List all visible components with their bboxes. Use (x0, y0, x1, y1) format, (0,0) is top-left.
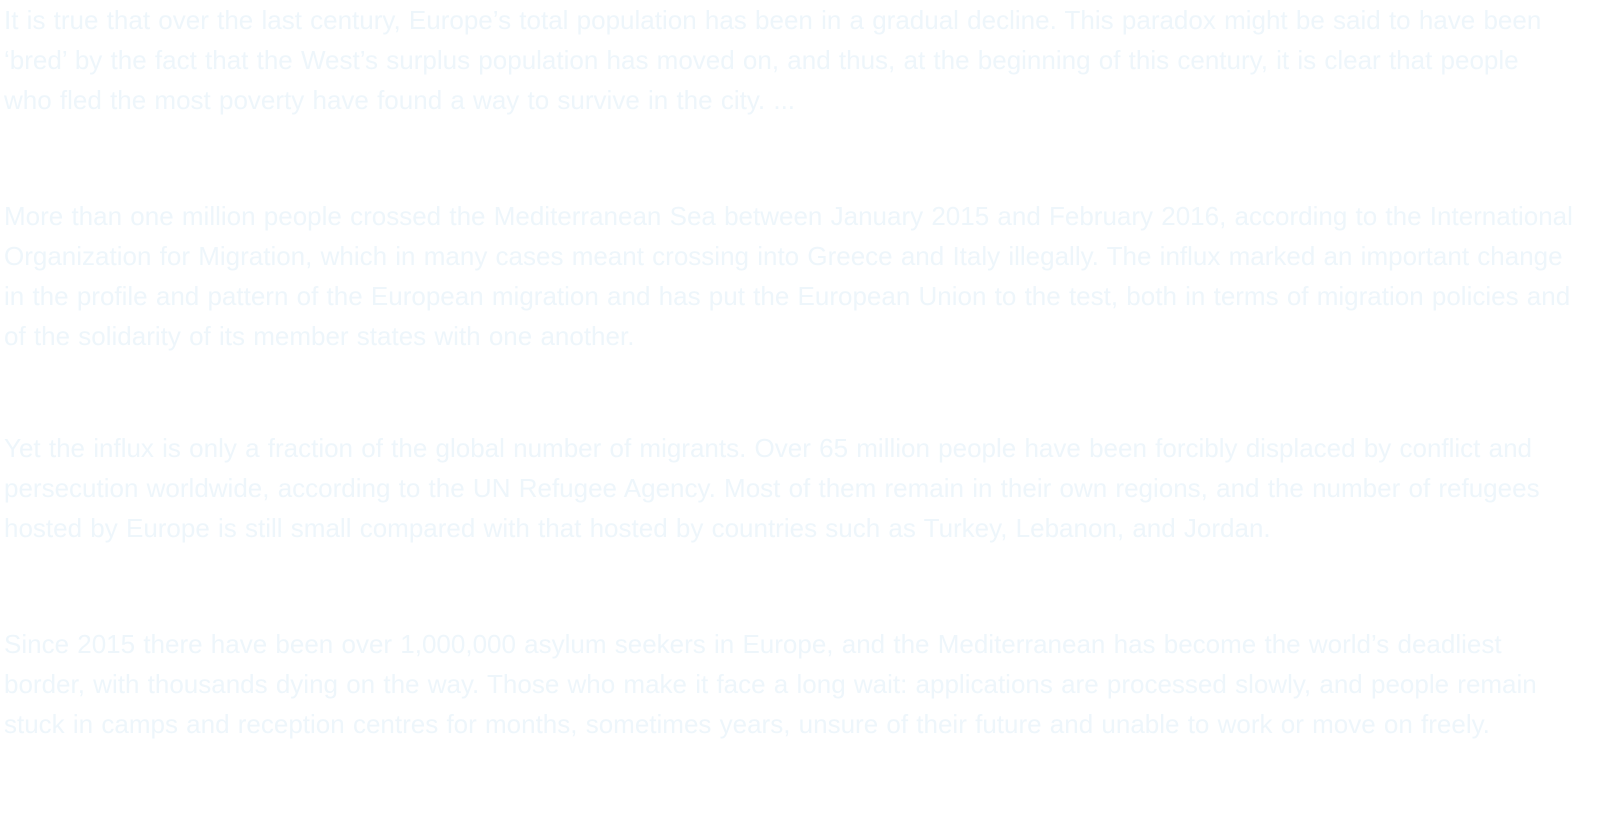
paragraph-3: Yet the influx is only a fraction of the… (4, 433, 1540, 543)
paragraph-2: More than one million people crossed the… (4, 201, 1573, 351)
paragraph-4: Since 2015 there have been over 1,000,00… (4, 629, 1537, 739)
paragraph-1: It is true that over the last century, E… (4, 5, 1542, 115)
